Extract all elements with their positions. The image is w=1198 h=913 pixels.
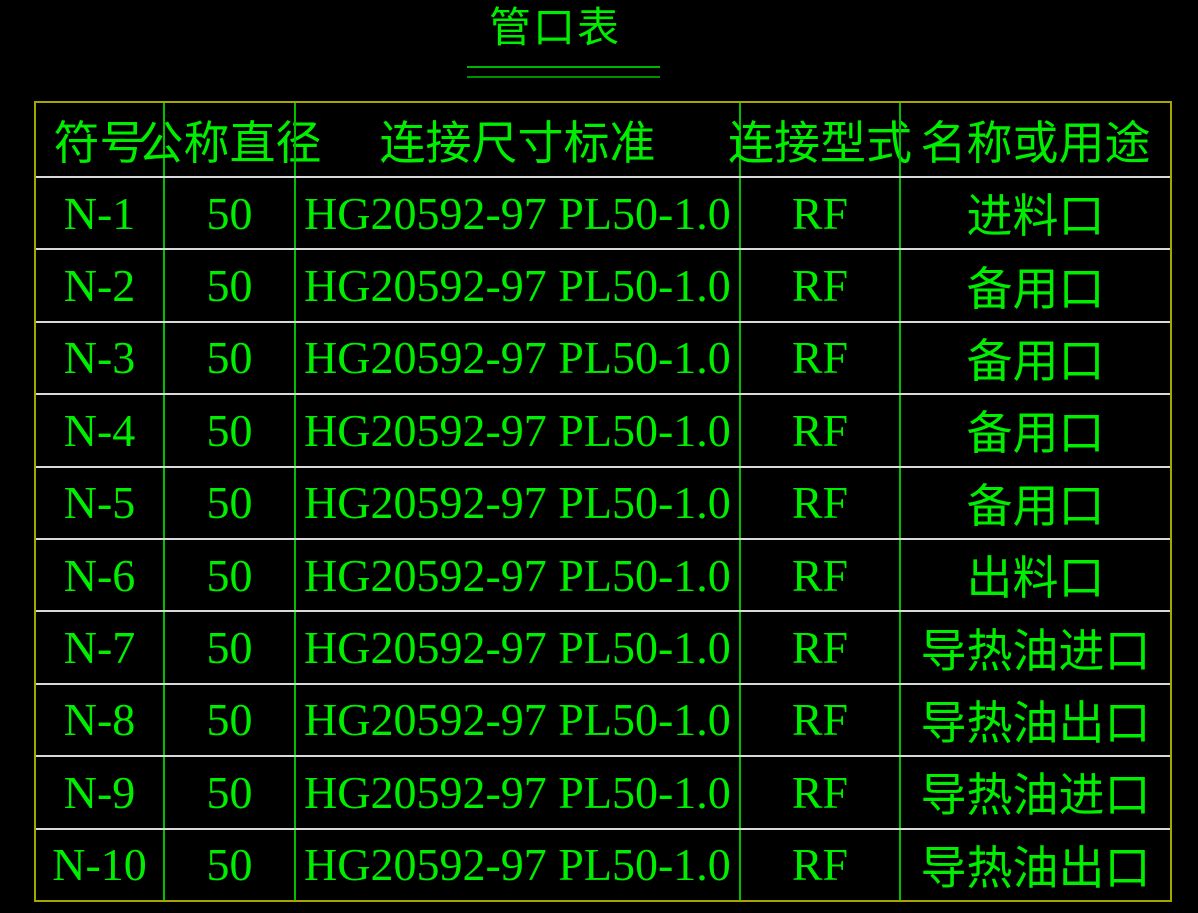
cell-connection-type: RF bbox=[739, 467, 899, 538]
cell-connection-standard: HG20592-97 PL50-1.0 bbox=[294, 395, 739, 466]
column-header-name-or-purpose: 名称或用途 bbox=[899, 103, 1170, 176]
cell-name-or-purpose: 导热油进口 bbox=[899, 757, 1170, 828]
cell-symbol: N-2 bbox=[63, 260, 136, 312]
cell-symbol: N-4 bbox=[63, 404, 136, 456]
cell-symbol: N-7 bbox=[63, 622, 136, 674]
cell-connection-standard: HG20592-97 PL50-1.0 bbox=[294, 322, 739, 394]
cell-nominal-diameter: 50 bbox=[163, 684, 294, 756]
cell-symbol: N-1 bbox=[63, 187, 136, 239]
title-underline-bottom bbox=[467, 76, 660, 78]
cell-connection-standard: HG20592-97 PL50-1.0 bbox=[294, 612, 739, 683]
cell-connection-standard: HG20592-97 PL50-1.0 bbox=[294, 539, 739, 611]
cell-symbol: N-8 bbox=[63, 694, 136, 746]
cell-nominal-diameter: 50 bbox=[163, 467, 294, 538]
column-header-connection-standard: 连接尺寸标准 bbox=[294, 103, 739, 176]
cell-name-or-purpose: 备用口 bbox=[899, 467, 1170, 538]
cell-name-or-purpose: 备用口 bbox=[899, 395, 1170, 466]
cell-nominal-diameter: 50 bbox=[163, 829, 294, 900]
table-row: N-5 50 HG20592-97 PL50-1.0 RF 备用口 bbox=[36, 465, 1170, 538]
cell-name-or-purpose: 导热油出口 bbox=[899, 684, 1170, 756]
cell-connection-type: RF bbox=[739, 684, 899, 756]
cell-connection-type: RF bbox=[739, 539, 899, 611]
cell-connection-standard: HG20592-97 PL50-1.0 bbox=[294, 250, 739, 321]
cell-connection-standard: HG20592-97 PL50-1.0 bbox=[294, 684, 739, 756]
table-row: N-4 50 HG20592-97 PL50-1.0 RF 备用口 bbox=[36, 393, 1170, 466]
cell-nominal-diameter: 50 bbox=[163, 612, 294, 683]
table-row: N-9 50 HG20592-97 PL50-1.0 RF 导热油进口 bbox=[36, 755, 1170, 828]
cell-name-or-purpose: 进料口 bbox=[899, 178, 1170, 249]
cell-connection-type: RF bbox=[739, 322, 899, 394]
cell-nominal-diameter: 50 bbox=[163, 322, 294, 394]
table-row: N-3 50 HG20592-97 PL50-1.0 RF 备用口 bbox=[36, 320, 1170, 394]
column-header-nominal-diameter: 公称直径 bbox=[138, 103, 322, 176]
cell-connection-type: RF bbox=[739, 250, 899, 321]
cell-name-or-purpose: 导热油进口 bbox=[899, 612, 1170, 683]
cell-name-or-purpose: 出料口 bbox=[899, 539, 1170, 611]
column-header-connection-type: 连接型式 bbox=[728, 103, 912, 176]
nozzle-table: 符号 公称直径 连接尺寸标准 连接型式 名称或用途 N-1 50 HG20592-9… bbox=[34, 101, 1172, 902]
cell-name-or-purpose: 备用口 bbox=[899, 250, 1170, 321]
cell-connection-standard: HG20592-97 PL50-1.0 bbox=[294, 757, 739, 828]
cell-name-or-purpose: 导热油出口 bbox=[899, 829, 1170, 900]
cell-connection-type: RF bbox=[739, 395, 899, 466]
table-row: N-6 50 HG20592-97 PL50-1.0 RF 出料口 bbox=[36, 537, 1170, 611]
column-header-symbol: 符号 bbox=[53, 117, 146, 169]
cell-symbol: N-10 bbox=[52, 839, 147, 891]
table-row: N-10 50 HG20592-97 PL50-1.0 RF 导热油出口 bbox=[36, 827, 1170, 900]
cell-connection-standard: HG20592-97 PL50-1.0 bbox=[294, 467, 739, 538]
cell-symbol: N-6 bbox=[63, 549, 136, 601]
cell-connection-type: RF bbox=[739, 178, 899, 249]
cell-symbol: N-5 bbox=[63, 477, 136, 529]
cell-nominal-diameter: 50 bbox=[163, 395, 294, 466]
cell-connection-type: RF bbox=[739, 829, 899, 900]
cell-name-or-purpose: 备用口 bbox=[899, 322, 1170, 394]
cell-connection-standard: HG20592-97 PL50-1.0 bbox=[294, 829, 739, 900]
cell-nominal-diameter: 50 bbox=[163, 757, 294, 828]
cell-connection-type: RF bbox=[739, 612, 899, 683]
title-underline-top bbox=[467, 66, 660, 68]
cell-nominal-diameter: 50 bbox=[163, 250, 294, 321]
cell-nominal-diameter: 50 bbox=[163, 178, 294, 249]
cell-nominal-diameter: 50 bbox=[163, 539, 294, 611]
table-row: N-7 50 HG20592-97 PL50-1.0 RF 导热油进口 bbox=[36, 610, 1170, 683]
table-row: N-8 50 HG20592-97 PL50-1.0 RF 导热油出口 bbox=[36, 682, 1170, 756]
table-row: N-2 50 HG20592-97 PL50-1.0 RF 备用口 bbox=[36, 248, 1170, 321]
cell-connection-type: RF bbox=[739, 757, 899, 828]
table-body: N-1 50 HG20592-97 PL50-1.0 RF 进料口 N-2 50 HG2059… bbox=[36, 176, 1170, 900]
cell-symbol: N-9 bbox=[63, 766, 136, 818]
cell-connection-standard: HG20592-97 PL50-1.0 bbox=[294, 178, 739, 249]
cell-symbol: N-3 bbox=[63, 332, 136, 384]
table-header-row: 符号 公称直径 连接尺寸标准 连接型式 名称或用途 bbox=[36, 103, 1170, 176]
table-row: N-1 50 HG20592-97 PL50-1.0 RF 进料口 bbox=[36, 176, 1170, 249]
page-title: 管口表 bbox=[488, 6, 621, 52]
